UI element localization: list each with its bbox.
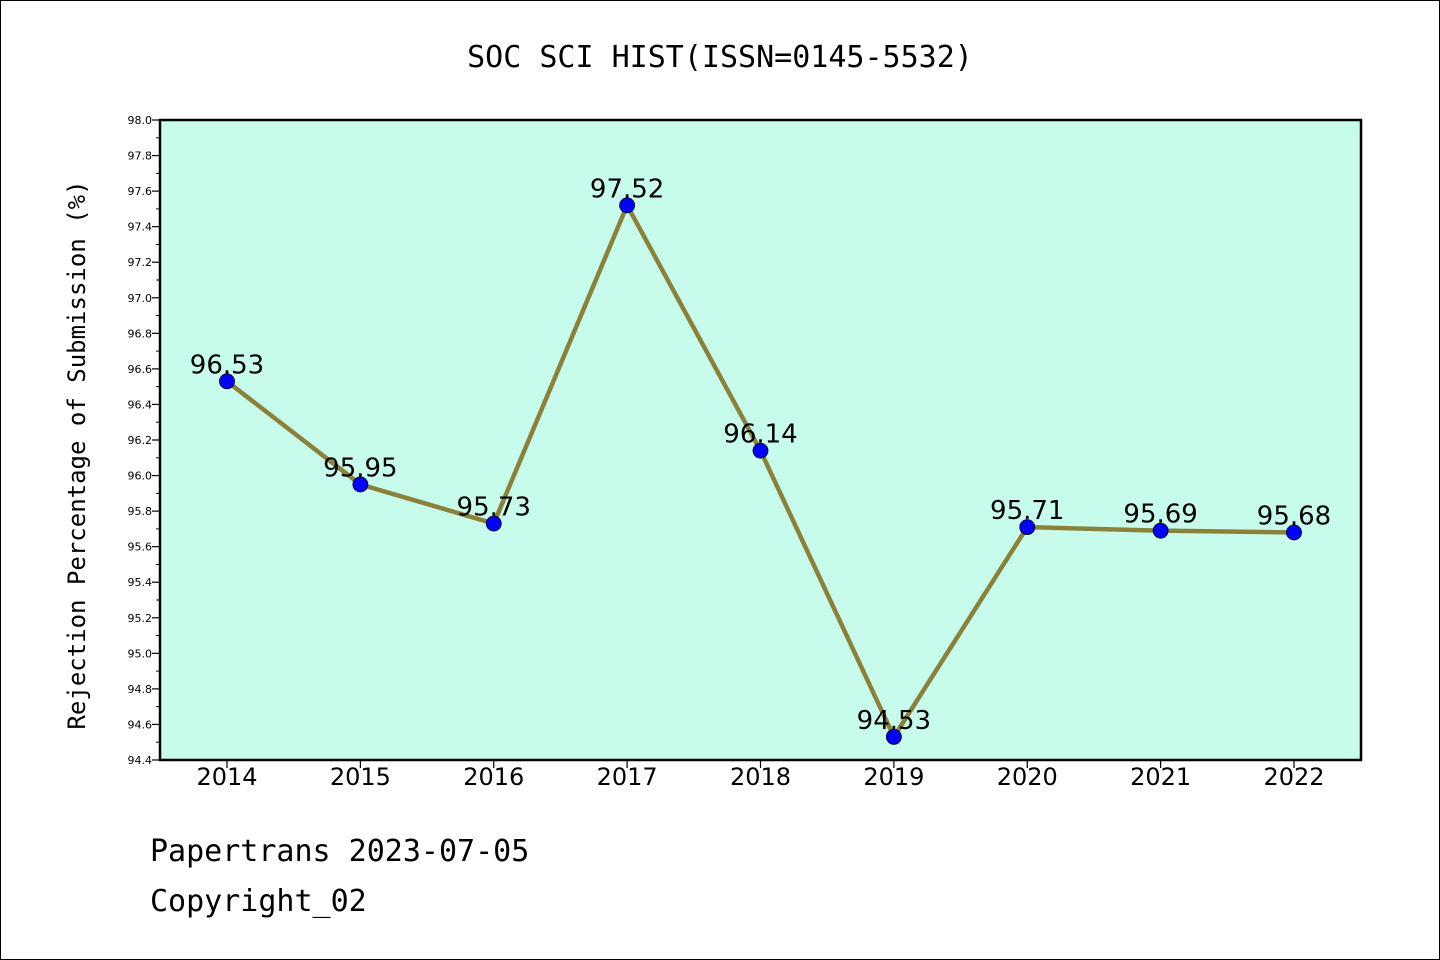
data-label: 96.14: [723, 420, 797, 450]
chart-title: SOC SCI HIST(ISSN=0145-5532): [467, 40, 973, 75]
y-tick-label: 95.6: [128, 541, 153, 554]
data-point: [1286, 524, 1302, 541]
x-tick-label: 2016: [463, 763, 524, 791]
x-tick-label: 2021: [1130, 763, 1191, 791]
y-tick-label: 95.0: [128, 647, 153, 660]
x-tick-label: 2019: [863, 763, 924, 791]
data-markers: [219, 197, 1302, 745]
data-label: 96.53: [190, 350, 264, 380]
data-label: 95.68: [1257, 501, 1331, 531]
data-label: 95.73: [457, 493, 531, 523]
y-tick-label: 96.6: [128, 363, 153, 376]
data-point: [219, 373, 235, 390]
x-tick-label: 2017: [597, 763, 658, 791]
y-tick-label: 97.0: [128, 292, 153, 305]
y-tick-label: 97.4: [128, 221, 153, 234]
y-tick-label: 95.4: [128, 576, 153, 589]
y-tick-label: 96.8: [128, 327, 153, 340]
data-point: [885, 728, 902, 745]
y-tick-label: 94.4: [128, 754, 153, 767]
y-tick-label: 95.8: [128, 505, 153, 518]
y-tick-label: 96.0: [128, 470, 153, 483]
data-label: 94.53: [857, 706, 931, 736]
data-labels: 96.53 95.95 95.73 97.52 96.14 94.53 95.71 95.69…: [190, 174, 1331, 736]
footer-copyright: Copyright_02: [150, 884, 367, 919]
x-tick-label: 2015: [330, 763, 391, 791]
data-point: [1152, 522, 1169, 539]
x-axis-ticks: 2014 2015 2016 2017 2018 2019 2020 2021 2022: [196, 760, 1325, 791]
data-point: [352, 476, 369, 493]
data-point: [485, 515, 502, 532]
x-tick-label: 2018: [730, 763, 791, 791]
plot-area: [158, 118, 1363, 762]
data-point: [619, 197, 636, 214]
data-label: 95.69: [1123, 500, 1197, 530]
x-tick-label: 2022: [1263, 763, 1324, 791]
y-tick-label: 97.2: [128, 256, 153, 269]
y-tick-label: 95.2: [128, 612, 153, 625]
y-tick-label: 94.8: [128, 683, 153, 696]
data-label: 95.71: [990, 496, 1064, 526]
y-tick-label: 97.6: [128, 185, 153, 198]
data-label: 95.95: [323, 453, 397, 483]
data-label: 97.52: [590, 174, 664, 204]
data-point: [1019, 519, 1036, 536]
footer-date: Papertrans 2023-07-05: [150, 834, 530, 869]
y-tick-label: 96.2: [128, 434, 153, 447]
x-tick-label: 2020: [997, 763, 1058, 791]
y-axis-ticks: 94.4 94.6 94.8 95.0 95.2 95.4 95.6 95.8 96.0 96.2…: [128, 114, 160, 767]
y-tick-label: 97.8: [128, 150, 153, 163]
x-tick-label: 2014: [196, 763, 257, 791]
y-tick-label: 94.6: [128, 718, 153, 731]
y-axis-label: Rejection Percentage of Submission (%): [63, 180, 91, 729]
y-tick-label: 98.0: [128, 114, 153, 127]
data-point: [752, 442, 769, 459]
y-tick-label: 96.4: [128, 398, 153, 411]
